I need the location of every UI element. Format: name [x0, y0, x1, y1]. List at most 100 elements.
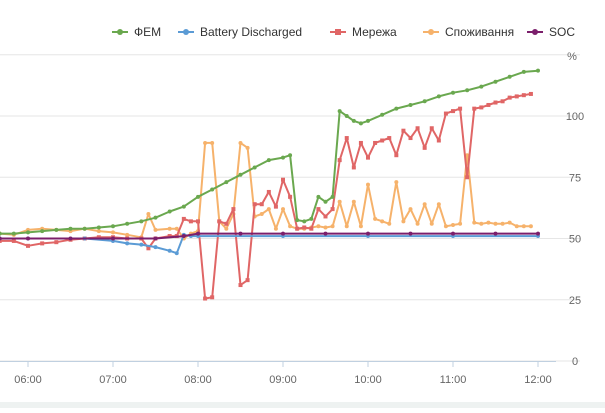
- data-point: [408, 102, 413, 107]
- data-point: [479, 221, 484, 226]
- data-point: [203, 296, 208, 301]
- legend-marker-icon: [330, 27, 346, 37]
- legend-marker-icon: [112, 27, 128, 37]
- data-point: [259, 202, 264, 207]
- data-point: [281, 231, 285, 236]
- data-point: [451, 231, 455, 236]
- data-point: [493, 79, 498, 84]
- data-point: [429, 126, 434, 131]
- data-point: [337, 109, 342, 114]
- data-point: [238, 283, 243, 288]
- data-point: [351, 199, 356, 204]
- data-point: [380, 112, 385, 117]
- data-point: [451, 223, 455, 228]
- data-point: [309, 226, 314, 231]
- data-point: [210, 295, 215, 300]
- legend-label: Мережа: [352, 25, 397, 39]
- data-point: [493, 231, 498, 236]
- data-point: [153, 215, 158, 220]
- data-point: [167, 226, 172, 231]
- legend-item[interactable]: Мережа: [330, 22, 397, 42]
- data-point: [415, 221, 420, 226]
- data-point: [273, 226, 278, 231]
- data-point: [96, 225, 101, 230]
- legend-marker-icon: [423, 27, 439, 37]
- data-point: [344, 136, 349, 141]
- data-point: [408, 207, 413, 212]
- data-point: [436, 202, 441, 207]
- data-point: [281, 207, 285, 212]
- data-point: [429, 221, 434, 226]
- legend-item[interactable]: SOC: [527, 22, 575, 42]
- data-point: [330, 194, 335, 199]
- data-point: [316, 224, 321, 229]
- data-point: [259, 212, 264, 216]
- data-point: [68, 236, 73, 241]
- y-tick-label: 100: [566, 111, 584, 123]
- data-point: [493, 100, 498, 105]
- series-1: [0, 232, 540, 256]
- data-point: [387, 136, 392, 141]
- data-point: [366, 118, 370, 123]
- data-point: [288, 194, 293, 199]
- data-point: [210, 140, 215, 145]
- data-point: [238, 231, 243, 236]
- x-tick-label: 12:00: [524, 374, 552, 386]
- legend-item[interactable]: Battery Discharged: [178, 22, 302, 42]
- data-point: [472, 220, 477, 225]
- series-2: [0, 91, 533, 301]
- x-tick-label: 08:00: [184, 374, 212, 386]
- data-point: [181, 204, 186, 209]
- data-point: [408, 231, 413, 236]
- legend-item[interactable]: ФЕМ: [112, 22, 161, 42]
- data-point: [288, 153, 293, 158]
- data-point: [245, 278, 250, 283]
- data-point: [302, 225, 307, 230]
- data-point: [146, 246, 151, 251]
- data-point: [323, 231, 328, 236]
- data-point: [351, 165, 356, 170]
- data-point: [146, 212, 151, 216]
- data-point: [323, 199, 328, 204]
- data-point: [465, 175, 470, 180]
- data-point: [188, 219, 193, 224]
- data-point: [465, 153, 470, 158]
- data-point: [394, 153, 399, 158]
- horizontal-scrollbar[interactable]: [0, 402, 605, 408]
- data-point: [210, 187, 215, 192]
- data-point: [337, 158, 342, 163]
- legend-item[interactable]: Споживання: [423, 22, 514, 42]
- data-point: [387, 221, 392, 226]
- data-point: [174, 251, 179, 256]
- data-point: [281, 155, 285, 160]
- data-point: [295, 218, 300, 223]
- data-point: [500, 221, 505, 226]
- data-point: [472, 106, 477, 111]
- data-point: [139, 219, 144, 224]
- data-point: [203, 140, 208, 145]
- data-point: [295, 226, 300, 231]
- data-point: [196, 194, 200, 199]
- series-3: [0, 140, 533, 241]
- x-tick-label: 06:00: [14, 374, 42, 386]
- data-point: [451, 109, 455, 114]
- data-point: [507, 220, 512, 225]
- data-point: [337, 199, 342, 204]
- data-point: [266, 189, 271, 194]
- data-point: [479, 105, 484, 110]
- data-point: [528, 224, 533, 229]
- data-point: [436, 94, 441, 99]
- data-point: [443, 224, 448, 229]
- legend-label: Battery Discharged: [200, 25, 303, 39]
- data-point: [366, 182, 370, 187]
- data-point: [373, 216, 378, 221]
- data-point: [394, 180, 399, 185]
- data-point: [451, 90, 455, 95]
- data-point: [358, 224, 363, 229]
- data-point: [309, 216, 314, 221]
- data-point: [167, 234, 172, 239]
- data-point: [238, 140, 243, 145]
- data-point: [380, 219, 385, 224]
- data-point: [394, 106, 399, 111]
- data-point: [96, 235, 101, 240]
